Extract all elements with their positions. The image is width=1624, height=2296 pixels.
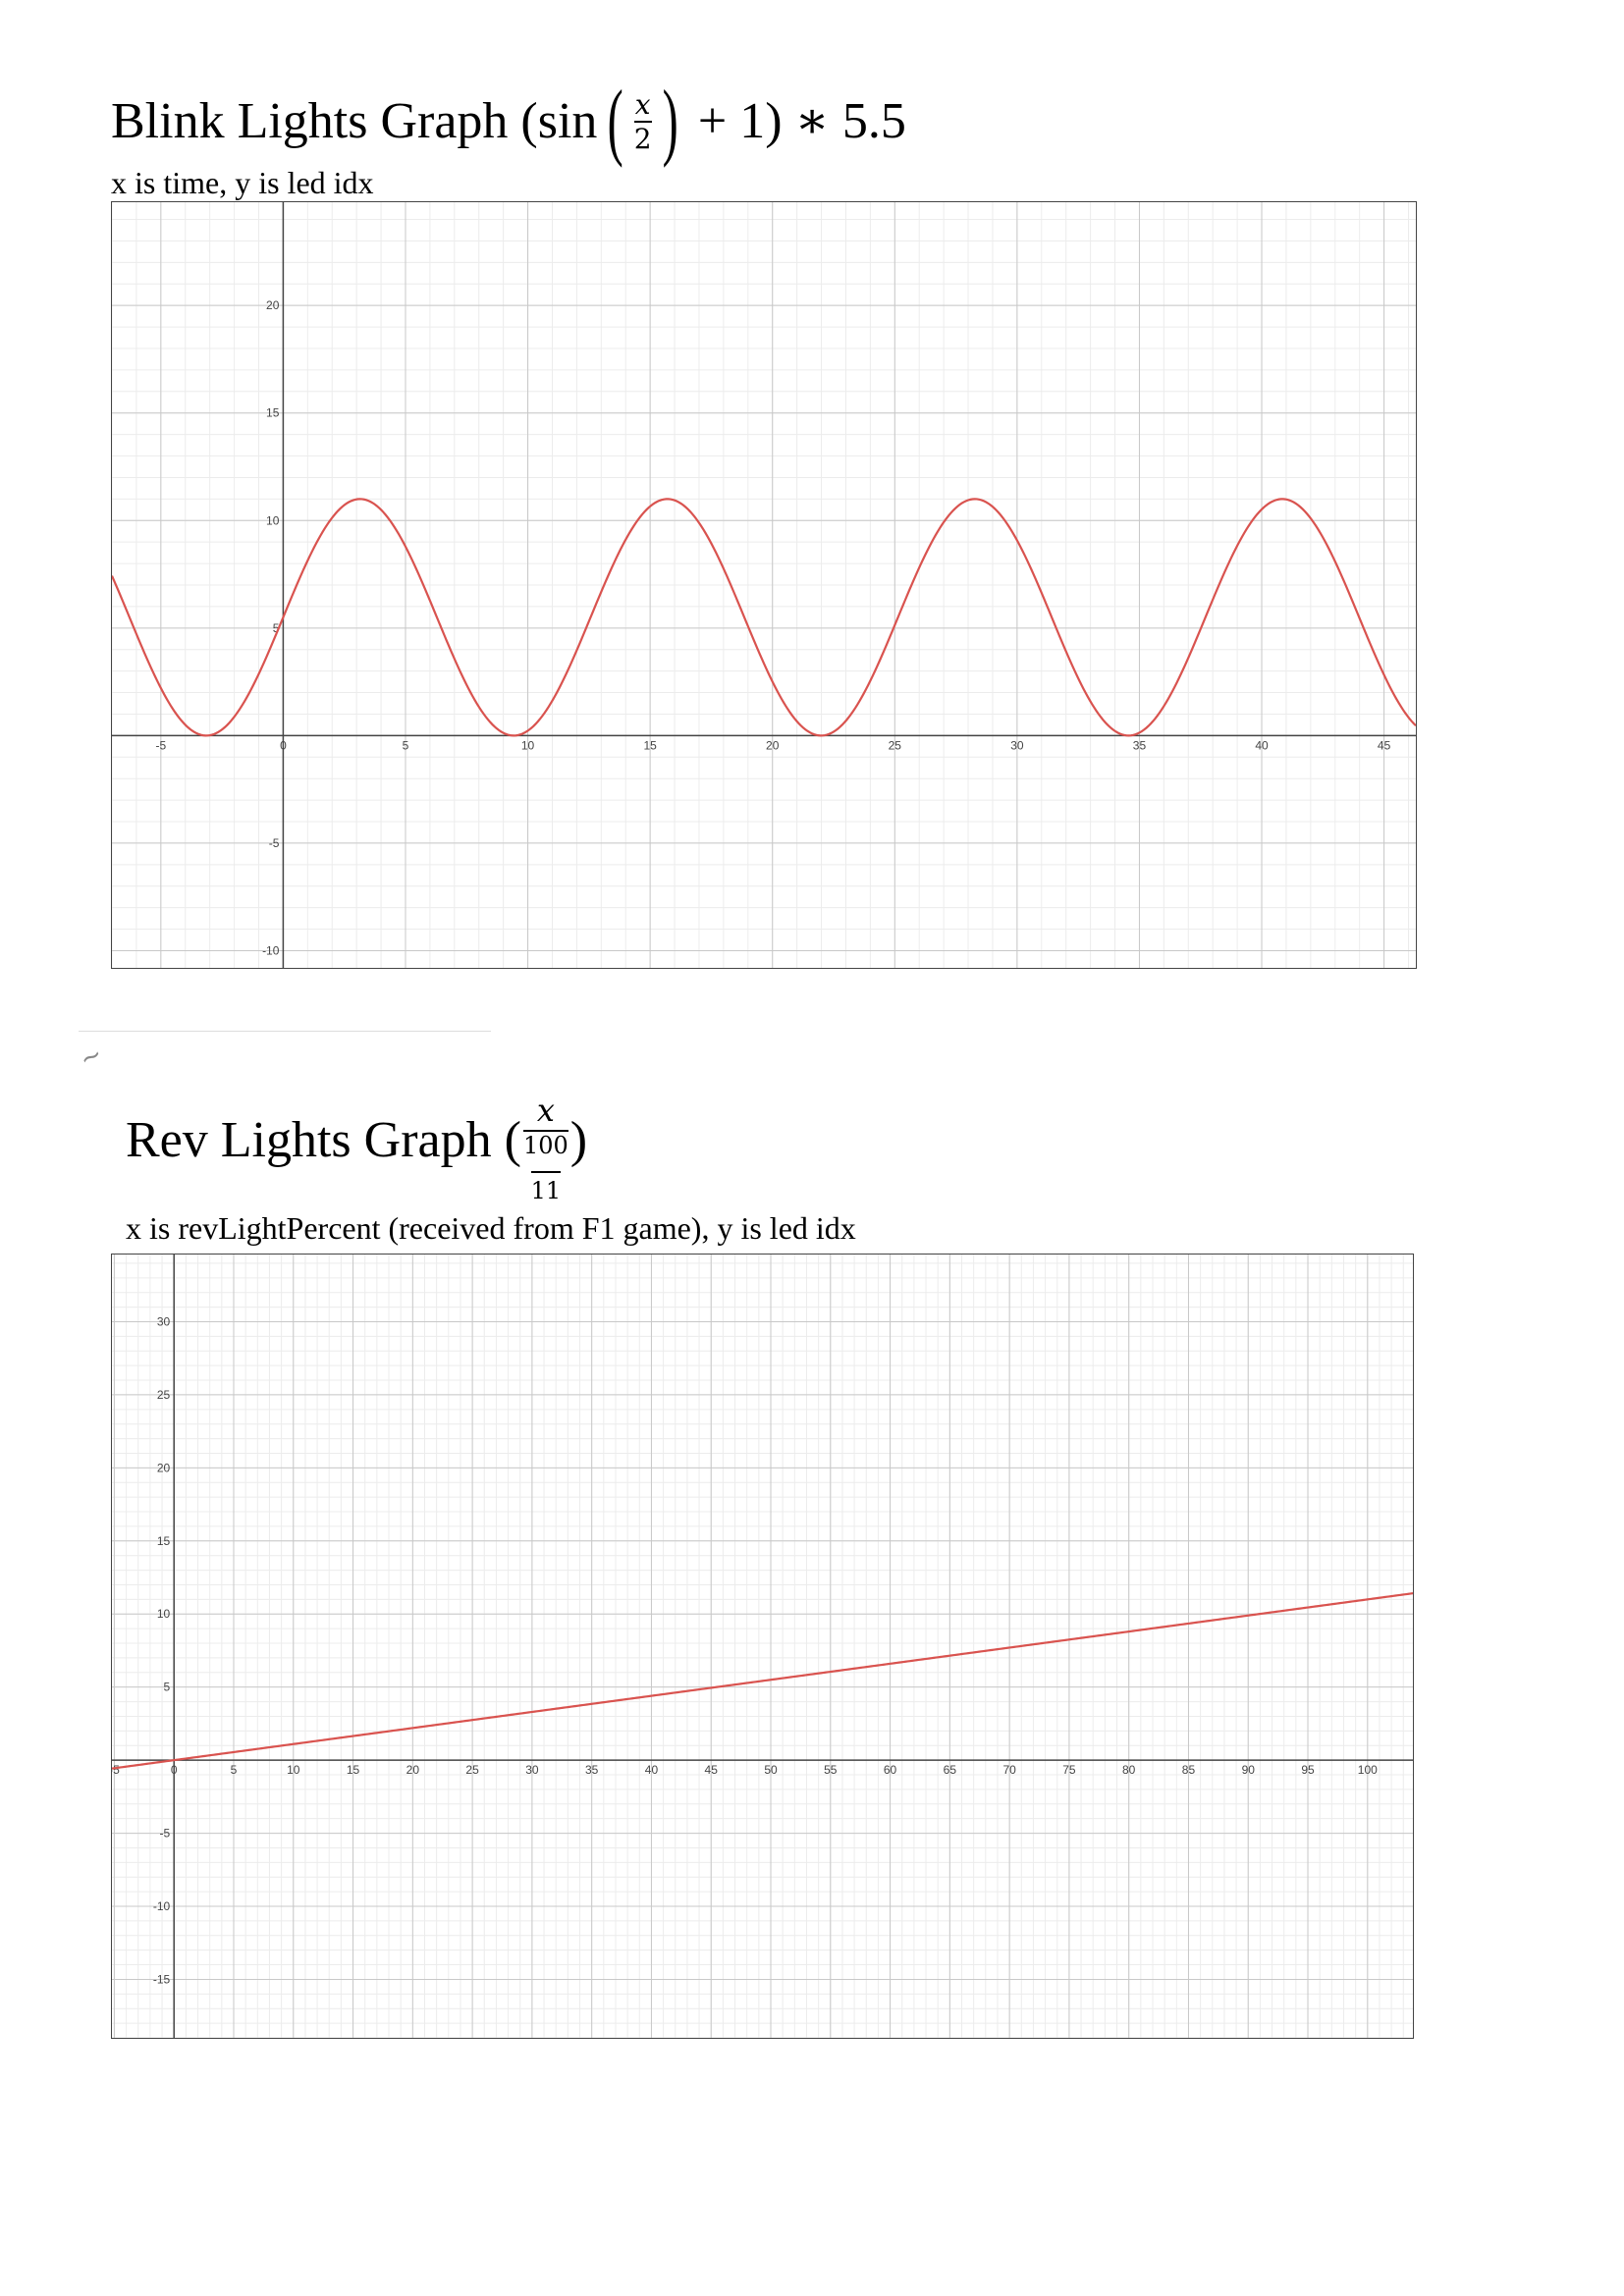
- rev-y-tick-label: -10: [153, 1899, 171, 1913]
- rev-y-tick-label: 30: [157, 1314, 171, 1328]
- rev-x-tick-label: 5: [231, 1763, 238, 1777]
- blink-title-text: Blink Lights Graph (sin: [111, 93, 598, 149]
- rev-x-tick-label: 20: [406, 1763, 420, 1777]
- rev-x-tick-label: 25: [465, 1763, 479, 1777]
- rev-fraction-inner-numerator: 100: [522, 1132, 568, 1160]
- blink-fraction-numerator: x: [634, 87, 651, 121]
- rev-x-tick-label: 70: [1002, 1763, 1016, 1777]
- blink-y-tick-label: -5: [269, 836, 280, 850]
- blink-lights-plot: -5 0 5 10 15 20 25 30 35 40 45 -10 -5 5 10 15 20 25: [112, 202, 1416, 968]
- rev-x-tick-label: 45: [705, 1763, 719, 1777]
- page-break-mark: ~: [75, 1039, 108, 1076]
- section-divider: [79, 1031, 491, 1032]
- blink-chart-subtitle: x is time, y is led idx: [111, 165, 374, 200]
- blink-lights-chart: -5 0 5 10 15 20 25 30 35 40 45 -10 -5 5 10 15 20 25: [111, 201, 1417, 969]
- blink-minor-grid: [112, 202, 1416, 968]
- rev-x-tick-label: 65: [944, 1763, 957, 1777]
- blink-x-tick-label: -5: [155, 738, 166, 752]
- rev-major-grid: [112, 1255, 1413, 2038]
- blink-y-tick-label: 25: [266, 202, 280, 205]
- rev-series-line: [112, 1592, 1413, 1770]
- blink-x-tick-label: 35: [1133, 738, 1147, 752]
- blink-x-tick-label: 40: [1255, 738, 1269, 752]
- rev-x-tick-label: 55: [824, 1763, 838, 1777]
- rev-x-tick-label: 80: [1122, 1763, 1136, 1777]
- rev-x-tick-label: 40: [645, 1763, 659, 1777]
- rev-chart-subtitle: x is revLightPercent (received from F1 g…: [126, 1210, 856, 1246]
- rev-x-tick-label: 75: [1062, 1763, 1076, 1777]
- rev-x-tick-label: 100: [1358, 1763, 1378, 1777]
- rev-x-tick-label: 35: [585, 1763, 599, 1777]
- blink-y-tick-label: 10: [266, 513, 280, 527]
- blink-x-tick-label: 15: [643, 738, 657, 752]
- rev-fraction-numerator: x: [536, 1092, 555, 1129]
- rev-y-tick-label: 15: [157, 1534, 171, 1548]
- blink-series-line: [112, 498, 1416, 737]
- blink-x-tick-label: 20: [766, 738, 780, 752]
- rev-title-text: Rev Lights Graph (: [126, 1112, 521, 1168]
- blink-x-tick-label: 30: [1010, 738, 1024, 752]
- rev-x-tick-label: 15: [347, 1763, 360, 1777]
- blink-y-tick-label: 20: [266, 298, 280, 312]
- rev-x-tick-label: 90: [1242, 1763, 1256, 1777]
- rev-y-tick-label: -15: [153, 1972, 171, 1986]
- blink-x-tick-label: 10: [521, 738, 535, 752]
- rev-y-tick-label: 25: [157, 1388, 171, 1402]
- blink-x-tick-label: 25: [889, 738, 902, 752]
- rev-title-fraction: x 100 11: [522, 1092, 568, 1202]
- rev-minor-grid: [112, 1255, 1413, 2038]
- rev-x-tick-label: -5: [112, 1763, 120, 1777]
- rev-y-tick-label: -5: [160, 1827, 171, 1841]
- blink-y-tick-label: 15: [266, 406, 280, 420]
- blink-title-fraction: x 2: [633, 87, 652, 155]
- rev-fraction-inner-denominator: 11: [530, 1171, 562, 1202]
- blink-x-tick-label: 0: [280, 738, 287, 752]
- rev-x-tick-label: 50: [764, 1763, 778, 1777]
- rev-lights-plot: -5 0 5 10 15 20 25 30 35 40 45 50 55 60 65 70 75 80 85 90 95…: [112, 1255, 1413, 2038]
- rev-x-tick-label: 10: [287, 1763, 300, 1777]
- rev-x-tick-label: 85: [1182, 1763, 1196, 1777]
- blink-y-tick-label: 5: [273, 621, 280, 635]
- blink-title-suffix: + 1) ∗ 5.5: [697, 93, 906, 149]
- rev-x-tick-label: 0: [171, 1763, 178, 1777]
- blink-chart-title: Blink Lights Graph (sin ( x 2 ) + 1) ∗ 5…: [111, 74, 906, 169]
- rev-lights-chart: -5 0 5 10 15 20 25 30 35 40 45 50 55 60 65 70 75 80 85 90 95…: [111, 1254, 1414, 2039]
- rev-y-tick-label: 5: [164, 1681, 171, 1694]
- blink-x-tick-label: 45: [1378, 738, 1391, 752]
- rev-x-tick-label: 60: [884, 1763, 897, 1777]
- rev-y-tick-label: 20: [157, 1461, 171, 1474]
- blink-y-tick-label: -10: [262, 943, 280, 957]
- rev-title-suffix: ): [569, 1112, 588, 1168]
- rev-x-tick-label: 95: [1301, 1763, 1315, 1777]
- blink-major-grid: [112, 202, 1416, 968]
- rev-x-tick-label: 30: [525, 1763, 539, 1777]
- rev-y-tick-label: 10: [157, 1607, 171, 1621]
- blink-fraction-denominator: 2: [633, 123, 652, 155]
- blink-x-tick-label: 5: [403, 738, 409, 752]
- rev-chart-title: Rev Lights Graph ( x 100 11 ): [126, 1092, 588, 1202]
